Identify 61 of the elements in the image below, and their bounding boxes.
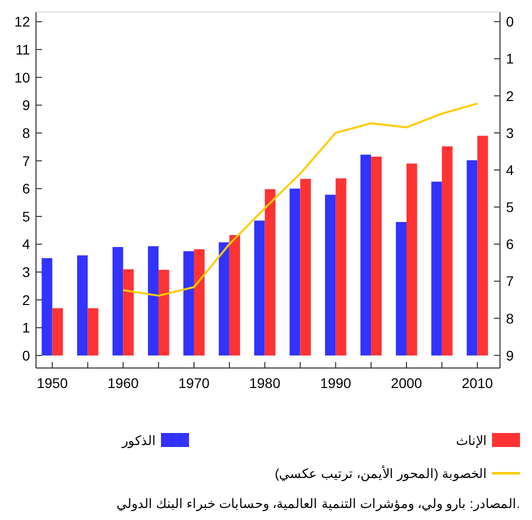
y2-tick-label: 2 — [506, 88, 514, 104]
legend-label: الذكور — [121, 433, 156, 449]
bar — [325, 194, 336, 356]
y2-tick-label: 8 — [506, 310, 514, 326]
y2-tick-label: 0 — [506, 14, 514, 30]
bar — [88, 308, 98, 356]
bar — [290, 188, 300, 356]
bar — [52, 308, 63, 356]
y-tick-label: 10 — [14, 69, 30, 86]
bar — [371, 156, 382, 356]
bar — [254, 220, 265, 356]
y-tick-label: 5 — [22, 208, 30, 224]
y-tick-label: 9 — [22, 97, 30, 114]
bar — [158, 270, 170, 356]
x-tick-label: 2000 — [390, 375, 422, 391]
bar — [42, 258, 52, 356]
y-tick-label: 11 — [15, 42, 30, 58]
x-tick-label: 1990 — [320, 375, 352, 391]
bar — [194, 249, 205, 356]
bar — [431, 182, 442, 356]
bar — [477, 136, 488, 356]
bar — [442, 146, 453, 356]
bar — [336, 178, 346, 356]
y2-tick-label: 5 — [506, 199, 514, 216]
y2-tick-label: 1 — [506, 50, 514, 67]
y-tick-label: 12 — [14, 14, 30, 30]
x-tick-label: 1980 — [249, 375, 281, 391]
y-tick-label: 7 — [22, 152, 30, 169]
bar — [123, 269, 134, 356]
bar — [148, 246, 159, 356]
y2-tick-label: 9 — [506, 347, 514, 364]
bar — [300, 178, 311, 356]
x-tick-label: 2010 — [462, 375, 494, 391]
bar — [396, 222, 406, 356]
line-series — [122, 102, 478, 297]
bar — [218, 242, 230, 356]
y-tick-label: 8 — [22, 124, 30, 141]
y-tick-label: 3 — [22, 264, 30, 280]
bar — [183, 251, 194, 356]
y2-tick-label: 6 — [506, 236, 514, 252]
y-tick-label: 6 — [22, 180, 30, 197]
y2-tick-label: 4 — [506, 162, 514, 178]
y-tick-label: 0 — [22, 347, 30, 364]
bar — [77, 255, 88, 356]
legend-label: الإناث — [456, 433, 487, 449]
bar — [229, 235, 240, 356]
y2-tick-label: 7 — [506, 273, 514, 290]
bar — [264, 189, 276, 356]
y-tick-label: 4 — [22, 236, 30, 252]
legend-label: الخصوبة (المحور الأيمن، ترتيب عكسي) — [274, 465, 487, 482]
bar — [360, 154, 372, 356]
y2-tick-label: 3 — [506, 124, 514, 141]
text: المصادر: بارو ولي، ومؤشرات التنمية العالمية، وحسابات خبراء البنك الدولي. — [116, 496, 520, 512]
x-tick-label: 1950 — [36, 375, 68, 391]
bar — [466, 160, 478, 356]
x-tick-label: 1960 — [108, 375, 139, 391]
y-tick-label: 1 — [22, 320, 30, 336]
bar — [406, 164, 418, 356]
bar — [112, 247, 124, 356]
y-tick-label: 2 — [22, 292, 30, 308]
x-tick-label: 1970 — [178, 375, 210, 391]
